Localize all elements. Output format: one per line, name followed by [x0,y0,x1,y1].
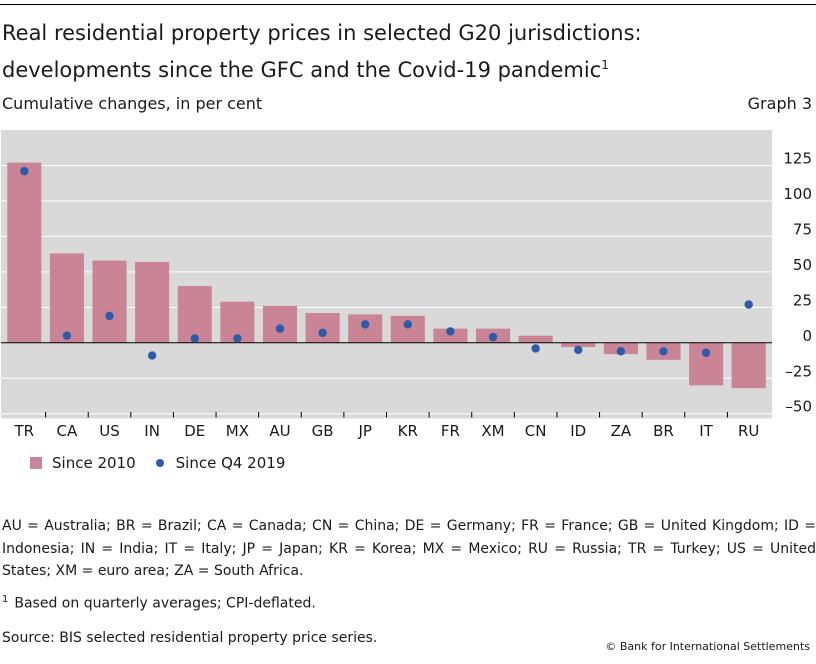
legend-label-since-q4-2019: Since Q4 2019 [175,454,286,472]
title-footnote-ref: 1 [601,58,609,72]
dot-point [701,348,711,357]
dot-point [62,331,72,340]
x-tick-label: IN [144,422,160,440]
dot-point [446,327,455,336]
x-tick-label: ZA [611,422,632,440]
dot-point [659,347,668,356]
bar [92,260,127,343]
dot-point [233,334,242,343]
bar [305,313,340,343]
dot-point [403,320,413,329]
legend-item-since-q4-2019: Since Q4 2019 [152,454,286,472]
x-tick-label: XM [481,422,504,440]
plot-area: 125 100 75 50 25 0 –25 –50 TR CA US IN DE MX AU GB JP KR F… [1,130,812,440]
legend-label-since-2010: Since 2010 [52,454,136,472]
source-note: Source: BIS selected residential propert… [2,630,378,646]
bar [135,261,170,343]
dot-point [190,334,199,343]
x-tick-label: BR [653,422,674,440]
x-tick-label: KR [398,422,418,440]
title-line-1: Real residential property prices in sele… [2,21,642,45]
y-tick-label: 125 [783,149,812,167]
chart-subtitle: Cumulative changes, in per cent [2,94,263,113]
footnote-text: Based on quarterly averages; CPI-deflate… [14,595,316,612]
bar [390,315,425,343]
x-tick-label: DE [184,422,205,440]
x-tick-label: US [99,422,120,440]
x-tick-label: MX [226,422,249,440]
bar [518,335,553,343]
x-tick-label: FR [441,422,460,440]
copyright: © Bank for International Settlements [605,640,810,653]
x-tick-label: AU [269,422,290,440]
bar [561,342,596,348]
bar [49,253,84,343]
x-tick-label: TR [14,422,35,440]
dot-point [360,320,370,329]
legend-dot-swatch [155,459,164,467]
dot-point [105,311,114,321]
x-tick-label: JP [357,422,371,440]
y-tick-label: 100 [783,185,812,203]
x-tick-label: IT [699,422,713,440]
y-tick-label: 0 [802,327,812,345]
y-tick-label: –25 [785,362,812,380]
x-tick-label: RU [738,422,759,440]
y-tick-label: –50 [785,398,812,416]
abbreviations-note: AU = Australia; BR = Brazil; CA = Canada… [2,518,816,579]
chart-title: Real residential property prices in sele… [2,17,802,86]
bar [731,342,766,389]
y-tick-label: 75 [793,220,812,238]
dot-point [318,328,327,338]
bar [262,305,298,343]
bar [348,314,383,343]
dot-point [488,332,498,342]
y-tick-label: 25 [793,291,812,309]
graph-number: Graph 3 [747,94,812,113]
dot-point [616,347,626,356]
bar [7,162,42,343]
dot-point [20,166,29,176]
x-tick-label: ID [570,422,586,440]
dot-point [744,300,753,309]
footnote-marker: 1 [2,594,9,605]
bar-chart: 125 100 75 50 25 0 –25 –50 TR CA US IN DE MX AU GB JP KR F… [1,130,812,440]
title-line-2: developments since the GFC and the Covid… [2,58,602,82]
footnote: 1 Based on quarterly averages; CPI-deflat… [2,594,316,612]
dot-point [275,324,285,333]
legend-item-since-2010: Since 2010 [30,454,136,472]
x-tick-label: CN [525,422,547,440]
dot-point [574,345,583,355]
dot-point [531,344,540,353]
bar [433,328,468,343]
legend: Since 2010 Since Q4 2019 [30,454,301,472]
bar [177,286,212,343]
y-tick-label: 50 [793,256,812,274]
x-tick-label: GB [312,422,334,440]
plot-background [1,130,772,418]
legend-bar-swatch [30,457,42,469]
x-tick-label: CA [57,422,78,440]
dot-point [147,351,157,360]
top-rule [0,4,816,5]
